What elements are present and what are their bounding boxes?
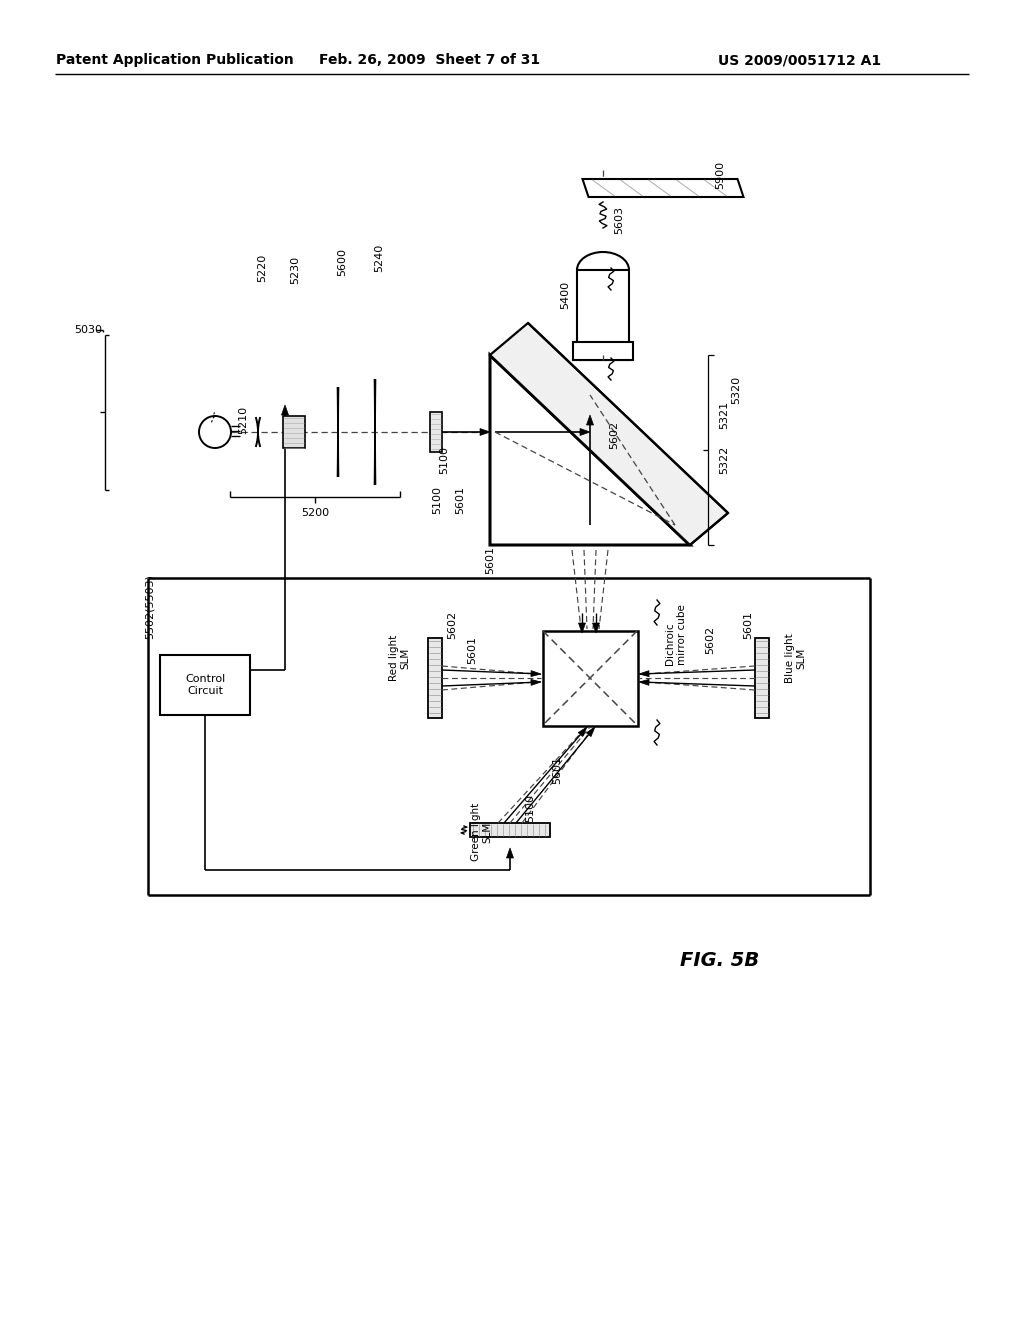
Text: Control
Circuit: Control Circuit [185,675,225,696]
Bar [573,342,633,360]
Polygon shape [579,727,587,737]
Polygon shape [490,323,728,545]
Text: 5200: 5200 [301,508,329,517]
Text: 5601: 5601 [455,486,465,513]
Text: Patent Application Publication: Patent Application Publication [56,53,294,67]
Polygon shape [593,623,599,634]
Bar [577,271,629,360]
Text: 5601: 5601 [467,636,477,664]
Polygon shape [530,671,541,677]
Polygon shape [587,414,594,425]
Text: 5900: 5900 [715,161,725,189]
Bar [755,638,769,718]
Bar [470,822,550,837]
Bar [283,416,305,447]
Text: Green light
SLM: Green light SLM [471,803,493,861]
Text: 5210: 5210 [238,407,248,434]
Bar [430,412,442,451]
Text: 5602: 5602 [705,626,715,655]
Polygon shape [490,355,690,545]
Polygon shape [583,180,743,197]
Text: 5100: 5100 [439,446,449,474]
Polygon shape [480,429,490,436]
Polygon shape [587,727,595,737]
Text: 5601: 5601 [485,546,495,574]
Text: Feb. 26, 2009  Sheet 7 of 31: Feb. 26, 2009 Sheet 7 of 31 [319,53,541,67]
Text: Red light
SLM: Red light SLM [389,635,411,681]
Bar [543,631,638,726]
Text: 5602: 5602 [447,611,457,639]
Text: 5502(5503): 5502(5503) [145,574,155,639]
Text: 5603: 5603 [614,206,624,234]
Circle shape [199,416,231,447]
Polygon shape [507,847,513,858]
Text: 5400: 5400 [560,281,570,309]
Text: 5322: 5322 [719,446,729,474]
Text: 5030: 5030 [74,325,102,335]
Text: 5240: 5240 [374,244,384,272]
Bar [428,638,442,718]
Text: 5320: 5320 [731,376,741,404]
Polygon shape [580,429,590,436]
Text: Blue light
SLM: Blue light SLM [785,634,807,682]
Polygon shape [639,680,649,685]
Text: 5230: 5230 [290,256,300,284]
Polygon shape [639,671,649,677]
Text: 5321: 5321 [719,401,729,429]
Polygon shape [530,680,541,685]
Polygon shape [282,405,289,414]
Text: 5100: 5100 [525,795,535,822]
Text: Dichroic
mirror cube: Dichroic mirror cube [665,605,687,665]
Text: 5602: 5602 [609,421,618,449]
Polygon shape [579,623,586,634]
Bar [160,655,250,715]
Text: 5601: 5601 [743,611,753,639]
Text: 5601: 5601 [552,756,562,784]
Text: 5220: 5220 [257,253,267,282]
Text: US 2009/0051712 A1: US 2009/0051712 A1 [719,53,882,67]
Text: FIG. 5B: FIG. 5B [680,950,760,969]
Text: 5600: 5600 [337,248,347,276]
Text: 5100: 5100 [432,486,442,513]
